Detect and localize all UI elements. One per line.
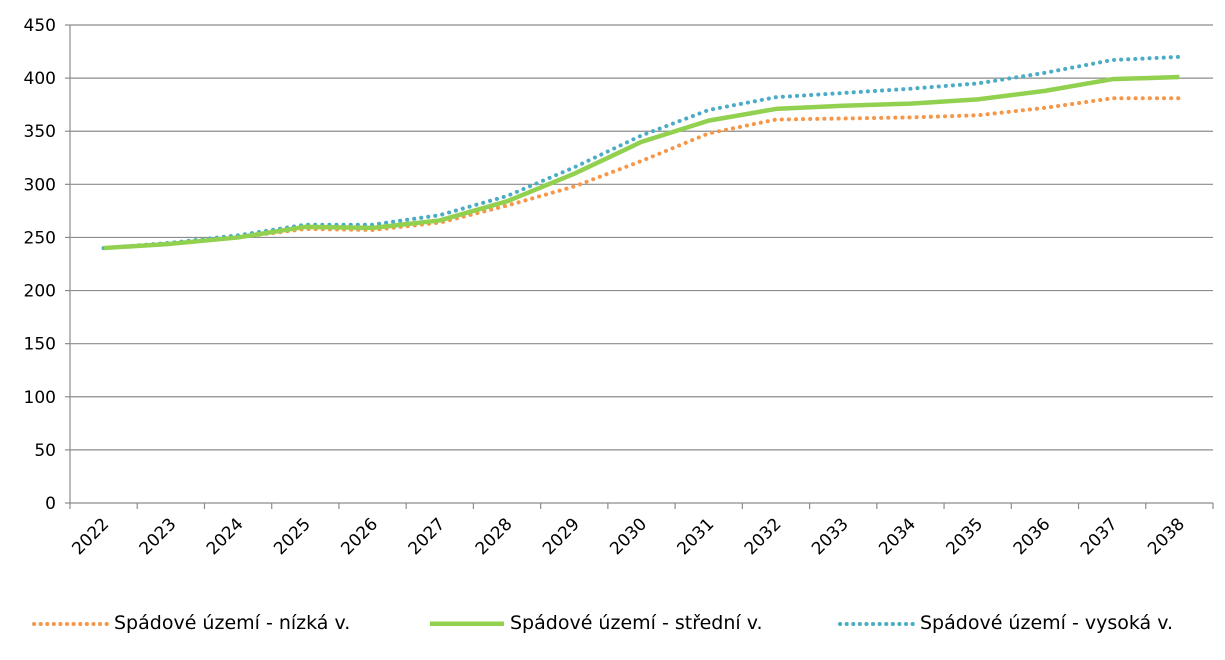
y-tick-label: 200 (24, 282, 56, 302)
series-line-mid (103, 74, 1180, 251)
legend-label-low: Spádové území - nízká v. (114, 612, 351, 634)
legend-item-low: Spádové území - nízká v. (32, 612, 350, 634)
y-tick-label: 250 (24, 228, 56, 248)
x-tick-label: 2030 (606, 514, 651, 559)
y-tick-label: 300 (24, 175, 56, 195)
series-line-high (101, 54, 1182, 251)
gridlines (70, 24, 1213, 451)
legend-swatch-mid (430, 621, 504, 626)
y-tick-label: 50 (34, 441, 56, 461)
y-tick-label: 150 (24, 335, 56, 355)
x-tick-label: 2027 (405, 514, 450, 559)
y-tick-label: 100 (24, 388, 56, 408)
y-tick-label: 0 (45, 494, 56, 514)
y-tick-label: 350 (24, 122, 56, 142)
y-tick-label: 450 (24, 16, 56, 36)
x-tick-label: 2034 (875, 514, 920, 559)
x-tick-label: 2028 (472, 514, 517, 559)
series-lines (101, 54, 1182, 251)
legend-label-mid: Spádové území - střední v. (510, 612, 763, 634)
x-tick-label: 2032 (741, 514, 786, 559)
x-tick-label: 2036 (1010, 514, 1055, 559)
y-axis-ticks: 0 50 100 150 200 250 300 350 400 450 (24, 16, 56, 514)
legend-label-high: Spádové území - vysoká v. (920, 612, 1174, 634)
y-tick-label: 400 (24, 69, 56, 89)
legend-swatch-low (32, 622, 110, 626)
legend-swatch-high (838, 622, 916, 626)
series-line-low (101, 96, 1182, 251)
legend-item-mid: Spádové území - střední v. (428, 612, 763, 634)
x-tick-label: 2023 (136, 514, 181, 559)
x-axis-ticks: 2022 2023 2024 2025 2026 2027 2028 2029 2030 2031… (68, 514, 1189, 559)
x-tick-label: 2037 (1077, 514, 1122, 559)
x-tick-label: 2022 (68, 514, 113, 559)
x-tick-label: 2038 (1144, 514, 1189, 559)
x-tick-label: 2025 (270, 514, 315, 559)
line-chart: 0 50 100 150 200 250 300 350 400 450 2022 2023 2024… (24, 16, 1214, 559)
x-tick-label: 2026 (337, 514, 382, 559)
x-tick-label: 2024 (203, 514, 248, 559)
legend-item-high: Spádové území - vysoká v. (838, 612, 1173, 634)
x-tick-label: 2035 (942, 514, 987, 559)
legend: Spádové území - nízká v. Spádové území -… (0, 612, 1225, 652)
axes (65, 24, 1214, 509)
x-tick-label: 2033 (808, 514, 853, 559)
x-tick-label: 2029 (539, 514, 584, 559)
x-tick-label: 2031 (674, 514, 719, 559)
